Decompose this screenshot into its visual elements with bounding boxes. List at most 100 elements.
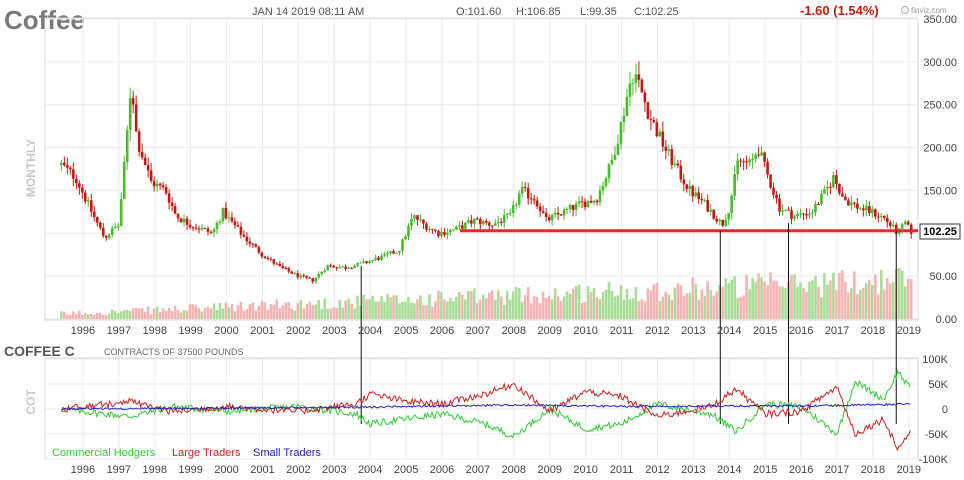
candle-body — [682, 179, 686, 185]
candle-body — [820, 193, 823, 205]
volume-bar — [341, 307, 344, 319]
candle-body — [592, 200, 596, 203]
candle-body — [359, 262, 362, 264]
volume-bar — [739, 297, 742, 319]
cot-tick-label: 50K — [928, 379, 948, 391]
volume-bar — [601, 292, 605, 319]
candle-body — [514, 204, 518, 206]
high-value: H:106.85 — [516, 6, 561, 18]
volume-bar — [643, 301, 647, 319]
volume-bar — [431, 306, 434, 319]
volume-bar — [239, 301, 243, 319]
candle-body — [413, 215, 416, 219]
volume-bar — [470, 291, 473, 319]
candle-body — [149, 170, 153, 181]
candle-body — [640, 79, 644, 93]
candle-body — [95, 217, 99, 223]
volume-bar — [484, 298, 488, 319]
candle-body — [380, 255, 383, 260]
price-candles — [60, 61, 913, 284]
candle-body — [128, 98, 132, 131]
candle-body — [167, 193, 171, 203]
candle-body — [212, 229, 216, 233]
candle-body — [781, 210, 784, 212]
volume-bar — [742, 295, 745, 319]
volume-bar — [368, 299, 371, 319]
candle-body — [233, 221, 237, 226]
candle-body — [386, 253, 389, 255]
candle-body — [98, 222, 102, 228]
volume-bar — [811, 280, 814, 319]
volume-bar — [365, 299, 368, 319]
volume-bar — [493, 299, 497, 319]
brand-label[interactable]: finviz.com — [911, 6, 947, 15]
volume-bar — [847, 292, 850, 319]
volume-bar — [553, 288, 557, 319]
candle-body — [730, 195, 733, 214]
volume-bar — [496, 290, 500, 319]
candle-body — [266, 257, 270, 259]
volume-bar — [428, 294, 431, 319]
candle-body — [278, 263, 282, 266]
candle-body — [715, 218, 719, 222]
volume-bar — [170, 310, 174, 319]
candle-body — [505, 213, 509, 216]
volume-bar — [122, 310, 126, 319]
candle-body — [203, 227, 207, 229]
candle-body — [724, 219, 727, 226]
volume-bar — [146, 306, 150, 319]
candle-body — [443, 231, 446, 235]
volume-bar — [637, 301, 641, 319]
volume-bar — [700, 289, 704, 319]
volume-bar — [760, 277, 763, 319]
candle-body — [272, 259, 276, 264]
volume-bar — [86, 314, 90, 319]
volume-bar — [502, 305, 506, 319]
candle-body — [529, 198, 533, 200]
candle-body — [107, 234, 111, 238]
candle-body — [89, 200, 93, 212]
candle-body — [832, 175, 835, 188]
volume-bar — [559, 301, 563, 319]
volume-bar — [299, 300, 303, 319]
candle-body — [882, 215, 886, 219]
volume-bar — [89, 313, 93, 319]
volume-bar — [832, 272, 835, 319]
candle-body — [461, 225, 464, 229]
volume-bar — [425, 305, 428, 319]
price-year-label: 2000 — [214, 325, 238, 337]
candle-body — [341, 266, 344, 268]
candle-body — [742, 161, 745, 163]
candle-body — [86, 200, 90, 202]
candle-body — [377, 257, 380, 260]
cot-grid — [45, 358, 918, 460]
volume-bar — [568, 293, 572, 319]
candle-body — [236, 225, 240, 227]
candle-body — [745, 161, 748, 163]
candle-body — [464, 222, 467, 229]
volume-bar — [272, 304, 276, 319]
volume-bar — [224, 302, 228, 319]
volume-bar — [218, 303, 222, 319]
candle-body — [209, 231, 213, 233]
candle-body — [903, 221, 907, 225]
change-value: -1.60 (1.54%) — [800, 3, 879, 18]
candle-body — [125, 130, 129, 162]
volume-bar — [389, 297, 392, 319]
period-label: MONTHLY — [24, 139, 38, 197]
cot-year-label: 2000 — [214, 464, 238, 476]
candle-body — [284, 268, 288, 270]
volume-bar — [194, 305, 198, 319]
volume-bar — [688, 292, 692, 319]
price-tick-label: 50.00 — [929, 271, 957, 283]
candle-body — [670, 149, 674, 165]
volume-bar — [622, 299, 626, 319]
volume-bar — [604, 289, 608, 319]
candle-body — [613, 155, 617, 160]
volume-bar — [284, 302, 288, 319]
volume-bar — [377, 301, 380, 319]
candle-body — [314, 277, 318, 282]
candle-body — [260, 252, 264, 257]
volume-bar — [778, 286, 781, 319]
volume-bar — [263, 302, 267, 319]
